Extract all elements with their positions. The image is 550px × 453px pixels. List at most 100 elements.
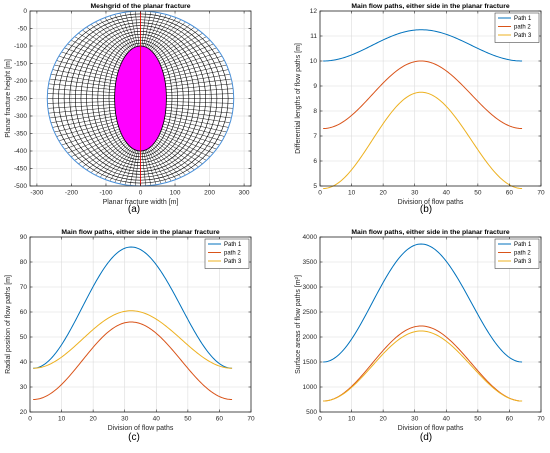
series-line-2 [323,325,523,402]
y-tick-label: 40 [20,359,28,366]
y-tick-label: 70 [20,284,28,291]
x-tick-label: 30 [411,190,419,197]
legend: Path 1 path 2 Path 3 [494,12,540,43]
x-tick-label: 300 [239,190,250,197]
panel-label: (d) [420,432,432,443]
y-tick-label: 5 [313,183,317,190]
x-tick-label: 60 [216,416,224,423]
x-tick-label: 40 [443,190,451,197]
y-tick-label: 20 [20,409,28,416]
legend-entry-label: Path 1 [514,242,532,248]
y-axis-label: Planar fracture height [m] [5,59,12,138]
legend-entry-label: path 2 [224,251,241,257]
x-tick-label: -200 [65,190,78,197]
x-tick-label: 50 [184,416,192,423]
x-tick-label: 40 [153,416,161,423]
y-tick-label: 30 [20,384,28,391]
x-tick-label: 30 [121,416,129,423]
y-tick-label: 7 [313,133,317,140]
y-tick-label: 10 [310,58,318,65]
chart-title: Main flow paths, either side in the plan… [351,229,509,236]
y-tick-label: 3000 [303,284,318,291]
series-line-1 [323,243,523,363]
y-tick-label: -300 [14,113,27,120]
x-tick-label: 50 [474,416,482,423]
y-tick-label: 4000 [303,234,318,241]
x-tick-label: 60 [506,416,514,423]
chart-title: Main flow paths, either side in the plan… [351,3,509,10]
y-tick-label: 8 [313,108,317,115]
x-tick-label: 30 [411,416,419,423]
x-tick-label: 60 [506,190,514,197]
x-tick-label: 10 [348,416,356,423]
axes-box [319,236,542,413]
y-tick-label: 90 [20,234,28,241]
y-tick-label: -50 [18,26,28,33]
panel-a: -300 -200 -100 0 100 200 300-500-450-400-350-3… [5,3,252,215]
x-tick-label: 0 [28,416,32,423]
y-tick-label: 1000 [303,384,318,391]
y-tick-label: 2000 [303,334,318,341]
y-tick-label: -100 [14,43,27,50]
series-line-3 [33,310,233,369]
y-tick-label: -350 [14,131,27,138]
x-tick-label: 0 [318,416,322,423]
panel-label: (a) [128,204,140,215]
panel-c: 0 10 20 30 40 50 60 70 20 30 40 50 60 70 80 90 Main flow… [5,229,255,443]
y-tick-label: 3500 [303,259,318,266]
y-tick-label: -200 [14,78,27,85]
x-axis-label: Division of flow paths [398,199,464,206]
panel-label: (c) [128,432,140,443]
y-tick-label: -500 [14,183,27,190]
mesh [46,10,235,187]
axes-box [319,10,542,187]
y-tick-label: 2500 [303,309,318,316]
y-tick-label: 500 [306,409,317,416]
x-tick-label: 40 [443,416,451,423]
x-tick-label: 20 [380,416,388,423]
y-tick-label: 12 [310,8,318,15]
y-axis-label: Differential lengths of flow paths [m] [295,43,302,154]
y-tick-label: 80 [20,259,28,266]
y-axis-label: Radial position of flow paths [m] [5,275,12,374]
y-tick-label: -250 [14,96,27,103]
x-tick-label: -100 [99,190,112,197]
panel-b: 0 10 20 30 40 50 60 70 5 6 7 8 9 10 11 12 Main flow path… [295,3,545,215]
x-tick-label: -300 [30,190,43,197]
legend: Path 1 path 2 Path 3 [494,238,540,269]
y-tick-label: -400 [14,148,27,155]
y-tick-label: 0 [23,8,27,15]
x-tick-label: 70 [247,416,255,423]
legend-entry-label: Path 1 [514,16,532,22]
chart-title: Main flow paths, either side in the plan… [61,229,219,236]
series-line-3 [323,330,523,402]
x-axis-label: Division of flow paths [398,425,464,432]
y-tick-label: 60 [20,309,28,316]
legend-entry-label: path 2 [514,251,531,257]
x-tick-label: 0 [139,190,143,197]
x-tick-label: 20 [380,190,388,197]
series-line-1 [33,246,233,369]
x-tick-label: 100 [170,190,181,197]
x-tick-label: 20 [90,416,98,423]
series-line-1 [323,29,523,62]
x-tick-label: 70 [537,190,545,197]
x-tick-label: 70 [537,416,545,423]
y-tick-label: 9 [313,83,317,90]
axes-box [29,236,252,413]
x-tick-label: 200 [204,190,215,197]
legend-entry-label: Path 3 [514,33,532,39]
y-tick-label: 11 [310,33,317,40]
x-tick-label: 0 [318,190,322,197]
legend-entry-label: Path 3 [514,259,532,265]
series-line-2 [323,60,523,129]
panel-d: 0 10 20 30 40 50 60 70 500 1000 1500 2000 2500 3000 35… [295,229,545,443]
legend-entry-label: path 2 [514,25,531,31]
x-axis-label: Division of flow paths [108,425,174,432]
y-tick-label: 1500 [303,359,318,366]
legend-entry-label: Path 1 [224,242,242,248]
y-tick-label: 6 [313,158,317,165]
x-tick-label: 50 [474,190,482,197]
chart-title: Meshgrid of the planar fracture [90,3,190,10]
